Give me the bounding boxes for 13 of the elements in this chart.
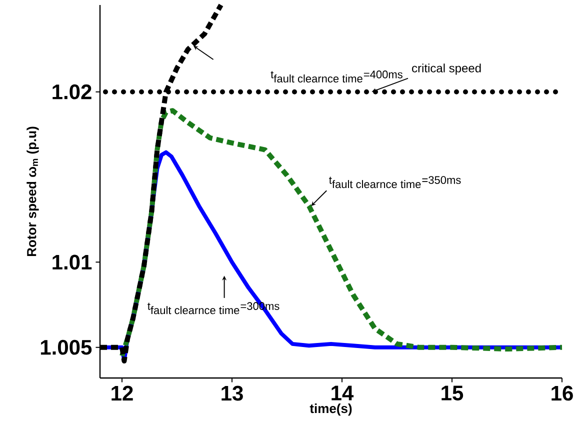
x-tick-label: 15 [442,386,464,400]
x-tick-label: 14 [332,386,354,400]
annotation: $\textrm{t}_{\textrm{fault clearnce time}}\textrm{=400ms}$ [270,70,402,83]
x-tick-label: 16 [552,386,573,401]
x-tick-label: 12 [112,386,133,400]
y-axis-title: Rotor speed ω$_{m}$ (p.u) [26,126,39,256]
y-tick-label: 1.02 [52,84,92,100]
y-tick-label: 1.01 [52,254,92,270]
x-tick-label: 13 [222,386,243,401]
x-axis-title: time(s) [310,404,352,416]
y-tick-label: 1.005 [40,340,92,355]
ref-line-label: critical speed [412,64,481,75]
annotation: $\textrm{t}_{\textrm{fault clearnce time}}\textrm{=350ms}$ [329,176,461,188]
